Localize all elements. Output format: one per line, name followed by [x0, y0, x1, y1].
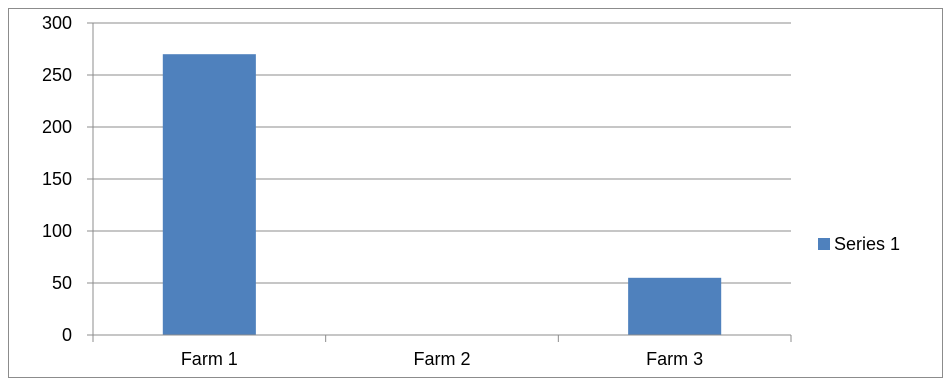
- legend-label: Series 1: [834, 234, 900, 254]
- bar: [162, 54, 256, 335]
- bars: [162, 54, 722, 335]
- y-tick-label: 250: [42, 65, 72, 85]
- x-category-label: Farm 1: [181, 349, 238, 369]
- y-tick-label: 0: [62, 325, 72, 345]
- x-category-label: Farm 3: [646, 349, 703, 369]
- axes: [87, 22, 792, 342]
- y-tick-label: 300: [42, 13, 72, 33]
- y-tick-label: 50: [52, 273, 72, 293]
- legend: Series 1: [818, 234, 900, 254]
- legend-swatch: [818, 238, 830, 250]
- y-tick-label: 100: [42, 221, 72, 241]
- y-tick-label: 200: [42, 117, 72, 137]
- x-category-label: Farm 2: [413, 349, 470, 369]
- y-tick-label: 150: [42, 169, 72, 189]
- bar: [628, 277, 722, 335]
- tick-labels: 0 50 100 150 200 250 300 Farm 1 Farm 2 Farm 3: [42, 13, 703, 369]
